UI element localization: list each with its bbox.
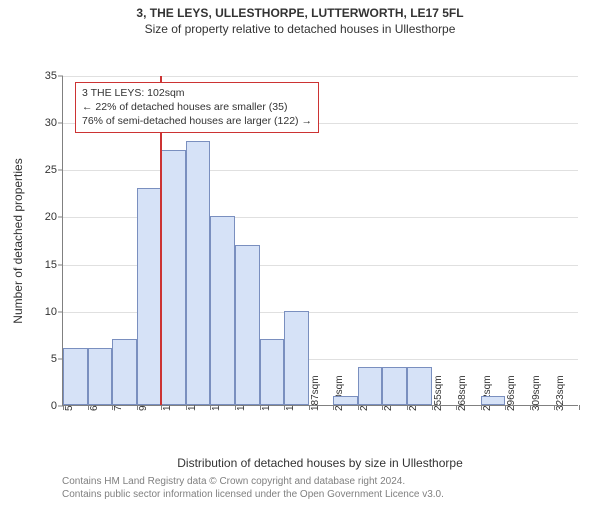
info-box-line: ← 22% of detached houses are smaller (35…: [82, 100, 312, 114]
ytick-label: 5: [51, 353, 57, 365]
info-box-line: 76% of semi-detached houses are larger (…: [82, 114, 312, 128]
ytick-label: 20: [45, 211, 57, 223]
histogram-bar: [481, 396, 506, 405]
ytick-label: 35: [45, 70, 57, 82]
ytick-mark: [58, 217, 63, 218]
ytick-mark: [58, 264, 63, 265]
ytick-label: 10: [45, 306, 57, 318]
histogram-bar: [382, 367, 407, 405]
histogram-bar: [333, 396, 358, 405]
ytick-mark: [58, 311, 63, 312]
histogram-bar: [407, 367, 432, 405]
histogram-bar: [210, 216, 235, 405]
xtick-mark: [579, 405, 580, 410]
histogram-bar: [186, 141, 211, 405]
footer-text-line2: Contains public sector information licen…: [62, 489, 444, 502]
xtick-label: 255sqm: [433, 375, 444, 411]
histogram-bar: [358, 367, 383, 405]
xtick-label: 282sqm: [482, 375, 493, 411]
xtick-label: 296sqm: [506, 375, 517, 411]
chart-footer: Contains HM Land Registry data © Crown c…: [62, 476, 444, 501]
y-axis-label: Number of detached properties: [11, 158, 25, 323]
histogram-bar: [63, 348, 88, 405]
histogram-bar: [260, 339, 285, 405]
info-box-line: 3 THE LEYS: 102sqm: [82, 86, 312, 100]
histogram-bar: [235, 245, 260, 405]
gridline: [63, 170, 578, 171]
ytick-label: 30: [45, 117, 57, 129]
footer-text-line1: Contains HM Land Registry data © Crown c…: [62, 476, 444, 489]
xtick-label: 268sqm: [457, 375, 468, 411]
ytick-mark: [58, 76, 63, 77]
gridline: [63, 76, 578, 77]
ytick-label: 15: [45, 259, 57, 271]
ytick-mark: [58, 123, 63, 124]
histogram-bar: [137, 188, 162, 405]
info-box: 3 THE LEYS: 102sqm← 22% of detached hous…: [75, 82, 319, 133]
xtick-label: 200sqm: [334, 375, 345, 411]
histogram-bar: [112, 339, 137, 405]
chart-container: Number of detached properties 0510152025…: [0, 40, 600, 460]
plot-area: 0510152025303550sqm64sqm77sqm91sqm105sqm…: [62, 76, 578, 406]
ytick-label: 0: [51, 400, 57, 412]
histogram-bar: [284, 311, 309, 405]
histogram-bar: [88, 348, 113, 405]
histogram-bar: [161, 150, 186, 405]
xtick-label: 187sqm: [310, 375, 321, 411]
x-axis-label: Distribution of detached houses by size …: [177, 456, 463, 470]
chart-title-main: 3, THE LEYS, ULLESTHORPE, LUTTERWORTH, L…: [0, 6, 600, 20]
ytick-mark: [58, 170, 63, 171]
ytick-label: 25: [45, 164, 57, 176]
xtick-label: 309sqm: [531, 375, 542, 411]
chart-title-sub: Size of property relative to detached ho…: [0, 22, 600, 36]
xtick-label: 323sqm: [555, 375, 566, 411]
